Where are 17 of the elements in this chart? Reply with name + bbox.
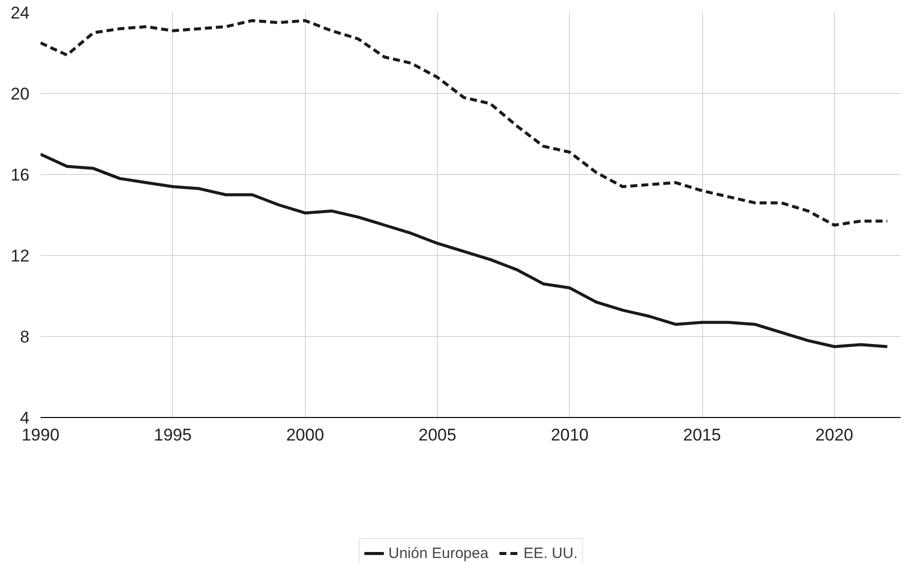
legend-label: EE. UU.: [523, 544, 578, 562]
x-tick-label: 2020: [815, 426, 854, 444]
y-tick-label: 24: [10, 4, 30, 22]
line-series: [40, 19, 889, 227]
x-tick-label: 2010: [550, 426, 589, 444]
x-tick-label: 2000: [286, 426, 324, 444]
y-tick-label: 4: [20, 408, 30, 428]
line-series: [40, 152, 889, 348]
x-tick-label: 1995: [154, 426, 192, 444]
x-tick-label: 1990: [22, 426, 60, 444]
x-tick-label: 2015: [683, 426, 721, 444]
y-tick-label: 12: [10, 246, 30, 266]
x-tick-label: 2005: [418, 426, 456, 444]
y-tick-label: 16: [10, 166, 30, 184]
y-tick-label: 8: [20, 328, 30, 346]
y-tick-label: 20: [10, 84, 30, 104]
legend-label: Unión Europea: [388, 544, 488, 562]
